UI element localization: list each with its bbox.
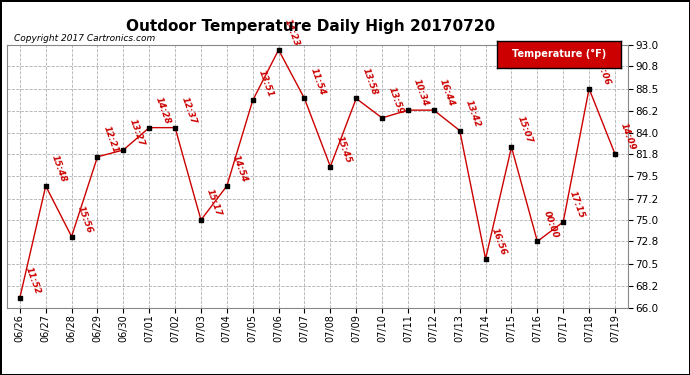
Point — [92, 154, 103, 160]
Point — [402, 107, 413, 113]
Text: 17:15: 17:15 — [567, 190, 586, 220]
Point — [170, 124, 181, 130]
Text: 11:52: 11:52 — [24, 266, 42, 296]
Point — [558, 219, 569, 225]
Text: 14:09: 14:09 — [619, 122, 638, 152]
Point — [454, 128, 465, 134]
Point — [351, 96, 362, 102]
Text: 15:17: 15:17 — [205, 188, 224, 218]
Point — [221, 183, 233, 189]
Text: 14:28: 14:28 — [153, 96, 172, 126]
Point — [609, 151, 620, 157]
Text: 11:54: 11:54 — [308, 66, 327, 96]
Point — [377, 115, 388, 121]
Text: 14:23: 14:23 — [283, 18, 301, 48]
Text: 15:07: 15:07 — [515, 115, 534, 145]
Text: 13:27: 13:27 — [128, 118, 146, 148]
Text: 13:58: 13:58 — [360, 66, 379, 96]
Point — [480, 256, 491, 262]
Text: 15:48: 15:48 — [50, 154, 68, 184]
Point — [118, 147, 129, 153]
Text: 10:34: 10:34 — [412, 78, 431, 108]
Point — [532, 238, 543, 244]
Text: 12:37: 12:37 — [179, 96, 197, 126]
Point — [40, 183, 51, 189]
Point — [247, 98, 258, 104]
Point — [506, 144, 517, 150]
Point — [273, 47, 284, 53]
Point — [144, 124, 155, 130]
Text: 12:21: 12:21 — [101, 124, 120, 154]
Point — [584, 86, 595, 92]
Text: 15:56: 15:56 — [76, 204, 94, 234]
Text: 14:54: 14:54 — [231, 154, 249, 184]
Text: Copyright 2017 Cartronics.com: Copyright 2017 Cartronics.com — [14, 34, 155, 43]
Text: 13:59: 13:59 — [386, 86, 404, 116]
Text: 16:56: 16:56 — [490, 227, 508, 257]
Text: 13:51: 13:51 — [257, 68, 275, 98]
Text: 16:44: 16:44 — [438, 78, 456, 108]
Text: Temperature (°F): Temperature (°F) — [512, 50, 606, 59]
Point — [428, 107, 440, 113]
Text: 15:06: 15:06 — [593, 57, 611, 87]
Text: 00:00: 00:00 — [542, 209, 560, 239]
Point — [14, 295, 26, 301]
Point — [66, 234, 77, 240]
Text: 15:45: 15:45 — [335, 134, 353, 164]
Point — [195, 217, 206, 223]
Point — [299, 96, 310, 102]
Point — [325, 164, 336, 170]
Text: 13:42: 13:42 — [464, 98, 482, 128]
Text: Outdoor Temperature Daily High 20170720: Outdoor Temperature Daily High 20170720 — [126, 19, 495, 34]
